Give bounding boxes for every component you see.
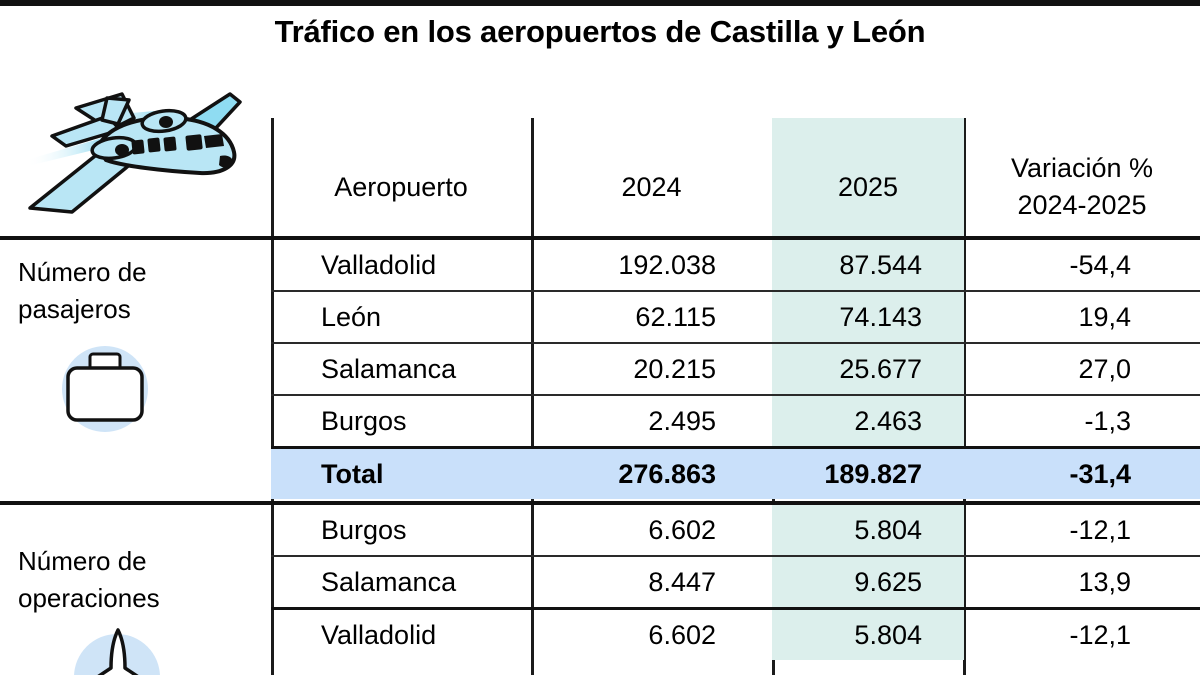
header-variation: Variación % 2024-2025	[964, 118, 1200, 236]
row-rule	[271, 394, 1200, 396]
airplane-illustration	[14, 74, 266, 224]
cell-airport: Salamanca	[321, 353, 457, 384]
header-airport: Aeropuerto	[271, 118, 531, 236]
column-divider-left	[271, 118, 274, 675]
cell-airport: León	[321, 301, 382, 332]
cell-2024: 6.602	[648, 514, 716, 545]
table-row: Salamanca 20.215 25.677 27,0	[271, 344, 1200, 394]
cell-2025: 189.827	[772, 449, 964, 499]
cell-variation: 19,4	[1078, 301, 1131, 332]
column-divider-2024	[531, 118, 534, 675]
cell-variation: -54,4	[1069, 249, 1131, 280]
row-rule-above-total	[271, 446, 1200, 449]
cell-airport: Burgos	[321, 405, 407, 436]
cell-variation: -31,4	[964, 449, 1200, 499]
section-divider	[0, 501, 1200, 505]
cell-airport: Burgos	[321, 514, 407, 545]
section-label-operaciones-line1: Número de	[18, 546, 147, 576]
cell-2025: 9.625	[772, 557, 964, 607]
cell-variation: 13,9	[1078, 566, 1131, 597]
table-row-total: Total 276.863 189.827 -31,4	[271, 449, 1200, 499]
cell-2024: 8.447	[648, 566, 716, 597]
table-row: Salamanca 8.447 9.625 13,9	[271, 557, 1200, 607]
cell-2025: 87.544	[772, 240, 964, 290]
suitcase-icon	[56, 346, 156, 437]
table-row: Burgos 2.495 2.463 -1,3	[271, 396, 1200, 446]
cell-variation: -1,3	[1084, 405, 1131, 436]
cell-2024: 192.038	[618, 249, 716, 280]
row-rule	[271, 342, 1200, 344]
cell-airport: Valladolid	[321, 249, 437, 280]
traffic-table: Aeropuerto 2024 2025 Variación % 2024-20…	[0, 118, 1200, 675]
cell-variation: -12,1	[1069, 619, 1131, 650]
header-2024: 2024	[531, 118, 772, 236]
cell-2024: 6.602	[648, 619, 716, 650]
table-header-row: Aeropuerto 2024 2025 Variación % 2024-20…	[271, 118, 1200, 236]
cell-airport: Total	[271, 449, 531, 499]
row-rule	[271, 555, 1200, 557]
cell-variation: -12,1	[1069, 514, 1131, 545]
section-label-pasajeros-line2: pasajeros	[18, 294, 131, 324]
cell-2025: 25.677	[772, 344, 964, 394]
row-rule	[271, 607, 1200, 610]
cell-2025: 5.804	[772, 610, 964, 660]
cell-airport: Valladolid	[321, 619, 437, 650]
cell-2024: 20.215	[633, 353, 716, 384]
table-row: Valladolid 192.038 87.544 -54,4	[271, 240, 1200, 290]
cell-2024: 62.115	[635, 301, 716, 332]
header-variation-line2: 2024-2025	[1017, 190, 1147, 220]
rule-below-header	[0, 236, 1200, 240]
row-rule	[271, 290, 1200, 292]
page-title: Tráfico en los aeropuertos de Castilla y…	[274, 14, 926, 49]
section-label-pasajeros: Número de pasajeros	[18, 254, 147, 328]
cell-2025: 74.143	[772, 292, 964, 342]
cell-2025: 5.804	[772, 505, 964, 555]
header-2025-label: 2025	[837, 171, 899, 202]
cell-2024: 276.863	[531, 449, 772, 499]
section-label-pasajeros-line1: Número de	[18, 257, 147, 287]
cell-2025: 2.463	[772, 396, 964, 446]
table-row: Burgos 6.602 5.804 -12,1	[271, 505, 1200, 555]
header-variation-line1: Variación %	[1010, 153, 1154, 183]
section-label-operaciones-line2: operaciones	[18, 583, 160, 613]
header-2025: 2025	[772, 118, 964, 236]
top-rule-bar	[0, 0, 1200, 6]
table-row: León 62.115 74.143 19,4	[271, 292, 1200, 342]
table-row: Valladolid 6.602 5.804 -12,1	[271, 610, 1200, 660]
cell-2024: 2.495	[648, 405, 716, 436]
header-airport-label: Aeropuerto	[334, 171, 468, 202]
column-divider-2025-right	[963, 118, 966, 675]
cell-airport: Salamanca	[321, 566, 457, 597]
airplane-top-icon	[66, 624, 170, 675]
section-label-operaciones: Número de operaciones	[18, 543, 160, 617]
header-2024-label: 2024	[621, 171, 682, 202]
cell-variation: 27,0	[1078, 353, 1131, 384]
